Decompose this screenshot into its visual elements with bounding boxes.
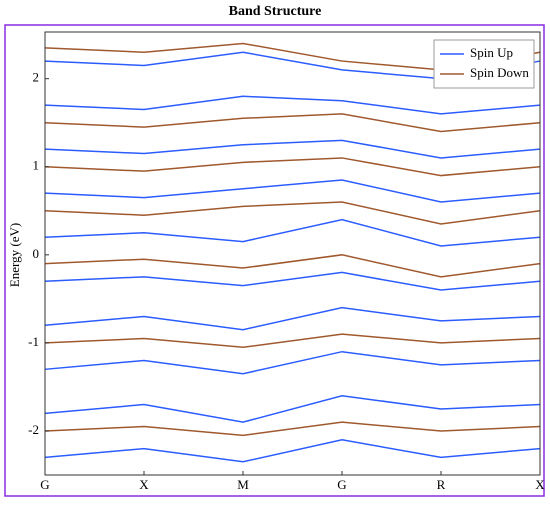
band-line <box>44 306 541 331</box>
band-line <box>44 157 541 177</box>
y-tick-label: 0 <box>33 246 40 261</box>
y-axis-label: Energy (eV) <box>7 223 22 287</box>
band-line <box>44 394 541 423</box>
x-tick-label: M <box>237 477 249 492</box>
chart-title: Band Structure <box>229 4 322 19</box>
band-line <box>44 271 541 291</box>
x-tick-label: G <box>337 477 346 492</box>
y-tick-label: 1 <box>33 158 40 173</box>
band-line <box>44 350 541 375</box>
y-tick-label: -1 <box>28 334 39 349</box>
band-line <box>44 139 541 159</box>
x-tick-label: X <box>535 477 545 492</box>
legend-box <box>433 39 535 89</box>
band-line <box>44 179 541 203</box>
band-line <box>44 95 541 115</box>
band-line <box>44 333 541 349</box>
band-line <box>44 201 541 225</box>
x-tick-label: X <box>139 477 149 492</box>
legend-label: Spin Down <box>470 65 529 80</box>
frame <box>4 24 545 497</box>
band-line <box>44 439 541 463</box>
band-line <box>44 218 541 247</box>
x-tick-label: R <box>437 477 446 492</box>
band-line <box>44 421 541 437</box>
x-tick-label: G <box>40 477 49 492</box>
y-tick-label: 2 <box>33 70 40 85</box>
band-line <box>44 113 541 133</box>
legend-label: Spin Up <box>470 45 513 60</box>
plot-area <box>44 42 541 463</box>
y-tick-label: -2 <box>28 422 39 437</box>
axes-box <box>44 31 541 476</box>
band-line <box>44 254 541 278</box>
